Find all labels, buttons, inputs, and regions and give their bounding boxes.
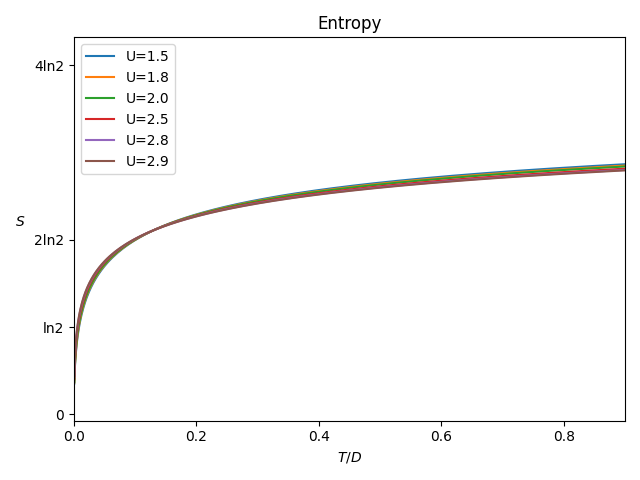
U=1.8: [132, 237, 140, 242]
U=2.9: [166, 221, 174, 227]
Line: U=1.5: U=1.5: [74, 164, 625, 384]
X-axis label: $T/D$: $T/D$: [337, 450, 362, 465]
U=1.5: [229, 202, 237, 208]
U=1.8: [310, 189, 317, 194]
Line: U=1.8: U=1.8: [74, 166, 625, 383]
U=1.8: [229, 203, 237, 209]
U=2.5: [305, 192, 312, 197]
Line: U=2.9: U=2.9: [74, 170, 625, 376]
U=2.8: [621, 167, 629, 173]
U=2.0: [305, 190, 312, 196]
U=2.9: [132, 236, 140, 241]
U=2.9: [83, 285, 91, 291]
Legend: U=1.5, U=1.8, U=2.0, U=2.5, U=2.8, U=2.9: U=1.5, U=1.8, U=2.0, U=2.5, U=2.8, U=2.9: [81, 44, 175, 174]
U=2.0: [621, 164, 629, 169]
U=2.8: [310, 192, 317, 198]
U=1.5: [70, 381, 78, 386]
Line: U=2.5: U=2.5: [74, 168, 625, 379]
U=2.5: [132, 236, 140, 241]
U=2.0: [132, 236, 140, 242]
Y-axis label: $S$: $S$: [15, 215, 26, 229]
U=1.5: [166, 220, 174, 226]
U=2.0: [70, 379, 78, 385]
Title: Entropy: Entropy: [317, 15, 381, 33]
U=1.8: [83, 292, 91, 298]
U=2.5: [229, 204, 237, 210]
U=2.9: [229, 205, 237, 211]
U=2.8: [305, 192, 312, 198]
U=2.9: [70, 373, 78, 379]
Line: U=2.8: U=2.8: [74, 170, 625, 377]
U=2.0: [229, 203, 237, 209]
U=2.0: [310, 190, 317, 195]
U=2.5: [166, 221, 174, 227]
U=2.9: [621, 168, 629, 173]
U=2.0: [166, 221, 174, 227]
U=2.0: [83, 291, 91, 297]
Line: U=2.0: U=2.0: [74, 167, 625, 382]
U=2.8: [166, 221, 174, 227]
U=1.5: [310, 188, 317, 193]
U=2.5: [310, 191, 317, 197]
U=1.8: [166, 221, 174, 227]
U=1.8: [70, 380, 78, 385]
U=2.5: [83, 288, 91, 293]
U=1.5: [83, 294, 91, 300]
U=2.8: [70, 374, 78, 380]
U=1.5: [132, 237, 140, 242]
U=2.9: [305, 193, 312, 199]
U=1.5: [621, 161, 629, 167]
U=2.9: [310, 192, 317, 198]
U=2.8: [229, 205, 237, 211]
U=2.8: [132, 236, 140, 241]
U=2.5: [621, 166, 629, 171]
U=1.8: [305, 190, 312, 195]
U=2.8: [83, 286, 91, 291]
U=2.5: [70, 376, 78, 382]
U=1.8: [621, 163, 629, 168]
U=1.5: [305, 189, 312, 194]
